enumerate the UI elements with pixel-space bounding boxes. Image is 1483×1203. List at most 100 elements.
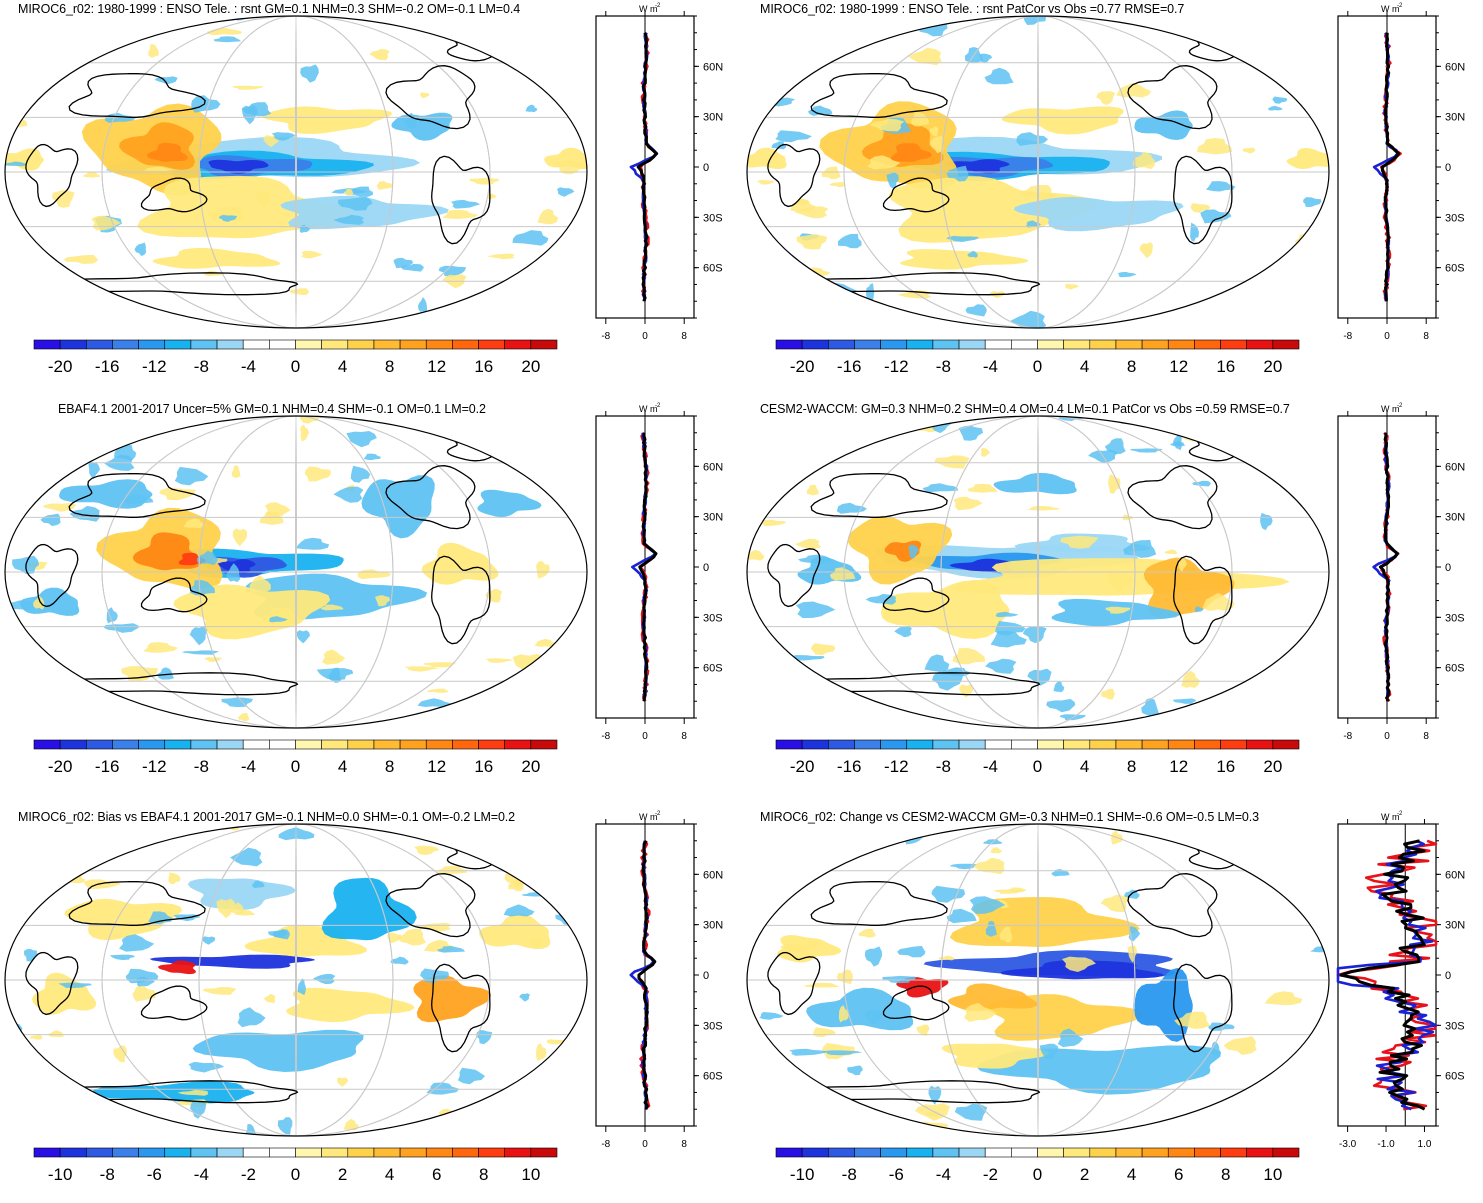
anomaly-speck xyxy=(271,132,296,141)
anomaly-speck xyxy=(390,956,409,965)
panel-title: MIROC6_r02: 1980-1999 : ENSO Tele. : rsn… xyxy=(760,2,1185,16)
anomaly-speck xyxy=(774,685,801,692)
anomaly-speck xyxy=(537,208,559,225)
colorbar-tick-label: -4 xyxy=(241,357,256,376)
map-border xyxy=(4,15,588,329)
anomaly-patch xyxy=(421,542,499,585)
anomaly-speck xyxy=(503,904,535,917)
anomaly-speck xyxy=(312,973,336,985)
anomaly-patch xyxy=(286,987,415,1023)
colorbar-swatch xyxy=(1167,1147,1195,1158)
colorbar-swatch xyxy=(854,1147,881,1158)
anomaly-speck xyxy=(917,1121,948,1136)
lat-label: 60N xyxy=(703,461,723,473)
anomaly-speck xyxy=(476,1029,493,1045)
anomaly-speck xyxy=(190,1100,207,1119)
colorbar-swatch xyxy=(1011,339,1038,350)
lat-label: 30N xyxy=(1445,112,1465,124)
anomaly-speck xyxy=(182,650,219,655)
anomaly-speck xyxy=(1116,82,1152,98)
anomaly-speck xyxy=(934,455,970,469)
anomaly-speck xyxy=(539,1094,566,1108)
anomaly-speck xyxy=(990,847,1003,854)
colorbar-swatch xyxy=(906,739,934,750)
colorbar-swatch xyxy=(1011,739,1038,750)
robinson-map xyxy=(746,823,1330,1137)
anomaly-speck xyxy=(350,465,371,483)
anomaly-speck xyxy=(795,601,836,619)
colorbar-swatch xyxy=(242,739,270,750)
anomaly-speck xyxy=(1274,1107,1293,1119)
anomaly-speck xyxy=(836,969,853,985)
anomaly-speck xyxy=(1105,606,1131,614)
anomaly-speck xyxy=(61,417,97,427)
anomaly-speck xyxy=(1101,688,1115,700)
anomaly-speck xyxy=(469,177,500,185)
anomaly-speck xyxy=(1141,698,1159,716)
continent-outline xyxy=(1127,465,1218,530)
continent-outline xyxy=(25,143,79,208)
anomaly-speck xyxy=(40,513,61,526)
series-obs xyxy=(1336,839,1437,1111)
colorbar-swatch xyxy=(504,339,532,350)
anomaly-speck xyxy=(922,483,959,493)
anomaly-speck xyxy=(216,898,236,919)
anomaly-speck xyxy=(256,190,272,208)
colorbar-swatch xyxy=(1037,739,1064,750)
anomaly-speck xyxy=(333,486,364,503)
anomaly-speck xyxy=(63,254,98,264)
colorbar-swatch xyxy=(775,339,803,350)
x-tick-label: 1.0 xyxy=(1418,1139,1432,1150)
anomaly-speck xyxy=(119,934,155,952)
colorbar-tick-label: 8 xyxy=(385,757,394,776)
series-ref xyxy=(637,839,657,1110)
colorbar-swatch xyxy=(347,739,375,750)
anomaly-speck xyxy=(806,484,819,496)
continent-outline xyxy=(1173,555,1233,645)
graticule xyxy=(747,416,1329,728)
colorbar-swatch xyxy=(1037,339,1064,350)
colorbar-tick-label: -4 xyxy=(936,1165,951,1184)
anomaly-speck xyxy=(1253,314,1270,319)
series-ref xyxy=(638,432,658,702)
anomaly-speck xyxy=(202,987,237,995)
continent-outline xyxy=(810,881,948,926)
colorbar-swatch xyxy=(399,339,427,350)
colorbar-tick-label: 6 xyxy=(432,1165,441,1184)
lat-label: 60N xyxy=(1445,461,1465,473)
anomaly-speck xyxy=(1133,151,1156,170)
anomaly-speck xyxy=(1100,894,1129,913)
anomaly-speck xyxy=(754,1094,774,1113)
anomaly-patch xyxy=(391,112,453,141)
anomaly-speck xyxy=(512,230,549,246)
anomaly-speck xyxy=(1288,1119,1319,1126)
colorbar-swatch xyxy=(190,1147,218,1158)
anomaly-speck xyxy=(766,293,780,312)
anomaly-speck xyxy=(1260,431,1275,449)
colorbar-swatch xyxy=(86,739,113,750)
colorbar-swatch xyxy=(295,739,322,750)
anomaly-patch xyxy=(941,1043,1050,1069)
colorbar-swatch xyxy=(958,339,986,350)
anomaly-speck xyxy=(232,85,264,90)
anomaly-speck xyxy=(99,26,117,32)
anomaly-speck xyxy=(88,461,101,479)
anomaly-speck xyxy=(333,214,365,225)
continent-outline xyxy=(25,951,79,1016)
colorbar-swatch xyxy=(112,1147,139,1158)
anomaly-speck xyxy=(865,593,897,605)
colorbar-swatch xyxy=(269,1147,296,1158)
anomaly-speck xyxy=(519,274,554,285)
colorbar-swatch xyxy=(112,339,139,350)
continent-outline xyxy=(431,155,491,245)
x-tick-label: 8 xyxy=(681,1139,687,1150)
colorbar-tick-label: -12 xyxy=(142,757,167,776)
anomaly-speck xyxy=(387,932,402,943)
lat-label: 60N xyxy=(703,61,723,73)
anomaly-speck xyxy=(967,250,978,258)
colorbar-tick-label: -20 xyxy=(790,357,815,376)
anomaly-speck xyxy=(337,1077,349,1087)
anomaly-speck xyxy=(226,563,241,583)
anomaly-speck xyxy=(58,982,92,988)
panel-title: EBAF4.1 2001-2017 Uncer=5% GM=0.1 NHM=0.… xyxy=(58,402,486,416)
